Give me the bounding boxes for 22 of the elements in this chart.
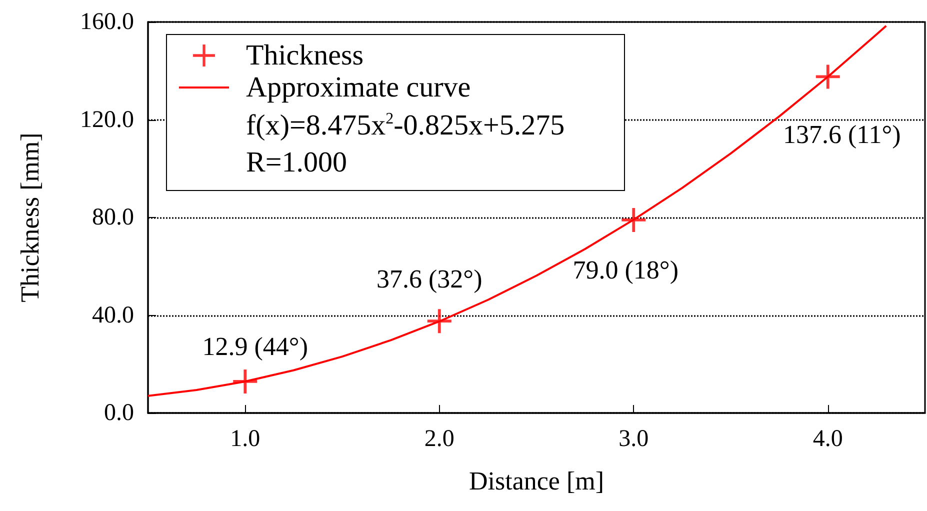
y-tick-label: 0.0 xyxy=(104,400,134,426)
annotation: 79.0 (18°) xyxy=(572,255,678,284)
y-tick-label: 120.0 xyxy=(80,106,134,133)
annotation: R=1.000 xyxy=(246,146,347,178)
x-tick-label: 2.0 xyxy=(424,426,454,452)
annotation: 137.6 (11°) xyxy=(783,120,901,150)
x-tick-label: 4.0 xyxy=(812,426,843,452)
y-tick-label: 40.0 xyxy=(92,302,134,328)
point xyxy=(816,64,840,89)
legend-label: Approximate curve xyxy=(246,72,471,104)
point xyxy=(233,369,258,394)
point xyxy=(427,309,452,334)
x-tick-label: 1.0 xyxy=(230,426,260,452)
x-tick-label: 3.0 xyxy=(618,426,649,452)
x-axis-title: Distance [m] xyxy=(468,466,604,496)
y-axis-title: Thickness [mm] xyxy=(16,132,44,302)
annotation: 37.6 (32°) xyxy=(376,264,482,294)
point xyxy=(622,208,646,232)
y-tick-label: 80.0 xyxy=(92,204,134,230)
legend-label: Thickness xyxy=(246,40,364,72)
annotation: 12.9 (44°) xyxy=(202,332,308,361)
y-tick-label: 160.0 xyxy=(80,9,134,35)
